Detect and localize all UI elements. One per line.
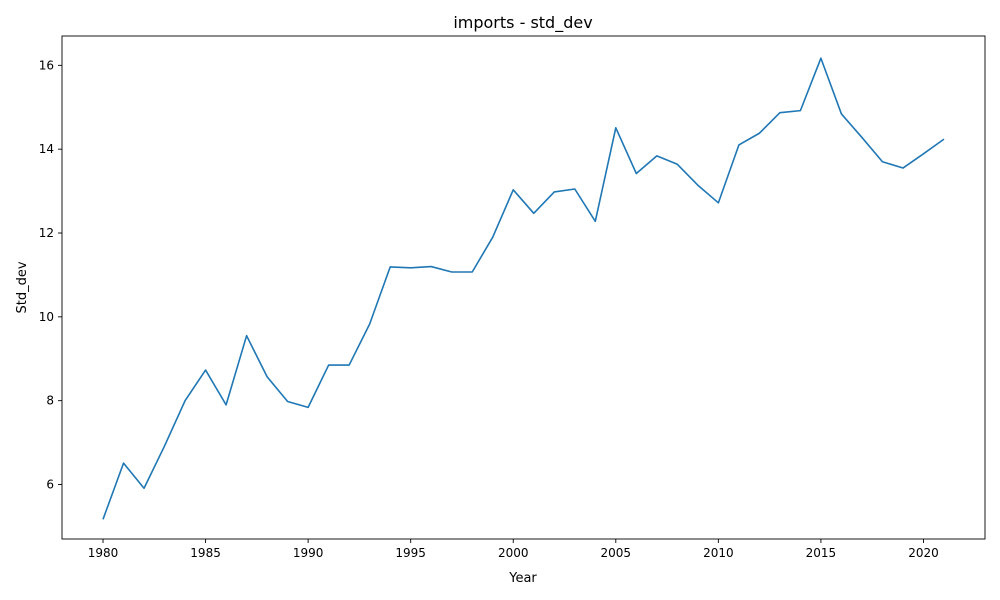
x-tick-label: 1985 — [190, 546, 221, 560]
x-tick-label: 1995 — [395, 546, 426, 560]
y-tick-label: 10 — [39, 310, 54, 324]
y-axis: 6 8 10 12 14 16 — [39, 58, 62, 492]
x-tick-label: 1980 — [88, 546, 119, 560]
x-tick-label: 2010 — [703, 546, 734, 560]
x-tick-label: 1990 — [293, 546, 324, 560]
y-tick-label: 6 — [46, 478, 54, 492]
y-tick-label: 16 — [39, 58, 54, 72]
chart-title: imports - std_dev — [453, 13, 592, 33]
y-axis-label: Std_dev — [15, 261, 30, 313]
y-tick-label: 8 — [46, 394, 54, 408]
plot-frame — [61, 35, 986, 540]
x-axis: 1980 1985 1990 1995 2000 2005 2010 2015 2020 — [88, 539, 939, 560]
series-line — [102, 57, 945, 520]
x-axis-label: Year — [508, 571, 537, 586]
y-tick-label: 14 — [39, 142, 54, 156]
y-tick-label: 12 — [39, 226, 54, 240]
x-tick-label: 2000 — [498, 546, 529, 560]
x-tick-label: 2005 — [601, 546, 632, 560]
x-tick-label: 2020 — [908, 546, 939, 560]
x-tick-label: 2015 — [806, 546, 837, 560]
series-layer — [102, 57, 945, 520]
